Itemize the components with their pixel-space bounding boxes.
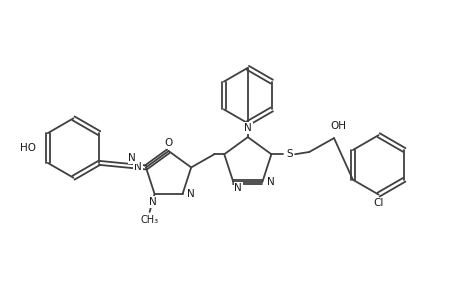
Text: N: N bbox=[267, 177, 274, 187]
Text: N: N bbox=[134, 162, 141, 172]
Text: N: N bbox=[186, 189, 194, 199]
Text: CH₃: CH₃ bbox=[140, 215, 158, 225]
Text: O: O bbox=[164, 138, 172, 148]
Text: N: N bbox=[128, 153, 136, 164]
Text: N: N bbox=[148, 197, 156, 207]
Text: N: N bbox=[243, 123, 251, 133]
Text: S: S bbox=[285, 149, 292, 159]
Text: OH: OH bbox=[329, 121, 345, 131]
Text: HO: HO bbox=[20, 143, 36, 153]
Text: Cl: Cl bbox=[373, 199, 383, 208]
Text: N: N bbox=[234, 183, 241, 193]
